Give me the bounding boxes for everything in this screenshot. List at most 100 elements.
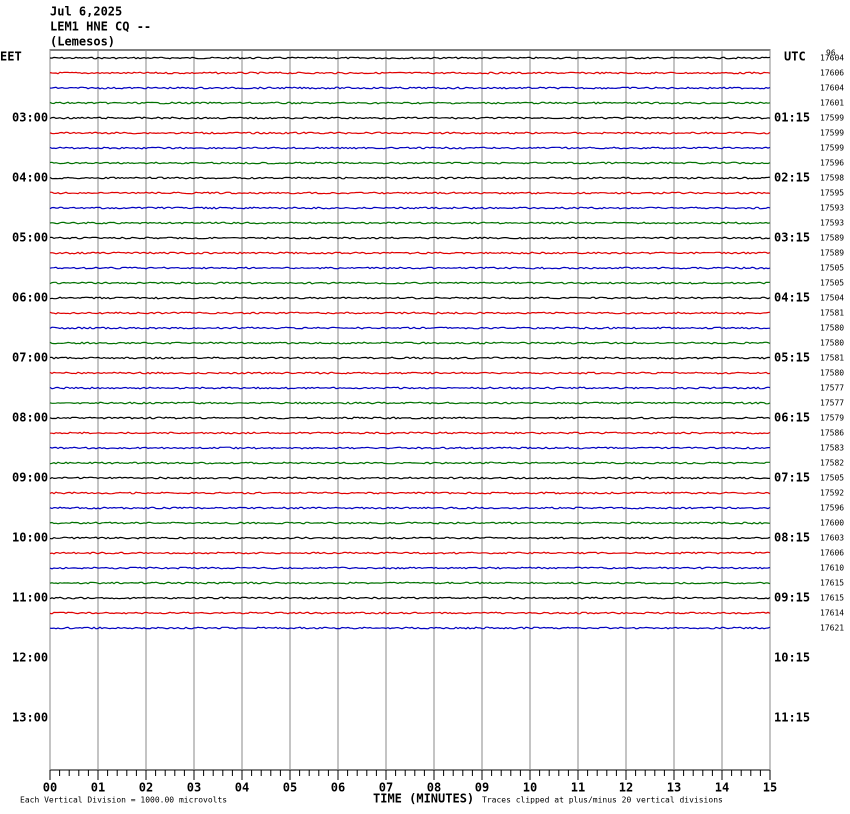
trace bbox=[50, 431, 771, 435]
trace bbox=[49, 266, 771, 270]
trace-label: 17596 bbox=[820, 504, 844, 513]
trace-label: 17593 bbox=[820, 219, 844, 228]
trace bbox=[49, 296, 771, 300]
trace-label: 17592 bbox=[820, 489, 844, 498]
x-tick-label: 12 bbox=[619, 781, 633, 795]
x-tick-label: 13 bbox=[667, 781, 681, 795]
trace-label: 17610 bbox=[820, 564, 844, 573]
right-hour-label: 01:15 bbox=[774, 111, 810, 125]
x-tick-label: 15 bbox=[763, 781, 777, 795]
trace bbox=[49, 56, 771, 60]
right-hour-label: 10:15 bbox=[774, 651, 810, 665]
trace-label: 17582 bbox=[820, 459, 844, 468]
trace-label: 17599 bbox=[820, 129, 844, 138]
trace-label: 17504 bbox=[820, 294, 844, 303]
trace-label: 17505 bbox=[820, 474, 844, 483]
top-label: 96 bbox=[826, 49, 836, 58]
trace bbox=[49, 281, 771, 285]
trace bbox=[49, 86, 771, 90]
trace bbox=[49, 566, 771, 570]
x-tick-label: 05 bbox=[283, 781, 297, 795]
trace bbox=[49, 551, 771, 555]
trace bbox=[49, 521, 771, 525]
trace-label: 17579 bbox=[820, 414, 844, 423]
x-tick-label: 06 bbox=[331, 781, 345, 795]
trace-label: 17606 bbox=[820, 69, 844, 78]
trace-label: 17577 bbox=[820, 384, 844, 393]
left-hour-label: 08:00 bbox=[12, 411, 48, 425]
left-hour-label: 11:00 bbox=[12, 591, 48, 605]
trace bbox=[49, 71, 771, 75]
trace bbox=[49, 341, 771, 345]
trace bbox=[49, 131, 771, 135]
trace-label: 17604 bbox=[820, 84, 844, 93]
x-tick-label: 02 bbox=[139, 781, 153, 795]
trace-label: 17604 bbox=[820, 54, 844, 63]
right-hour-label: 05:15 bbox=[774, 351, 810, 365]
trace bbox=[49, 476, 770, 480]
trace bbox=[50, 236, 771, 240]
right-hour-label: 07:15 bbox=[774, 471, 810, 485]
trace bbox=[49, 176, 771, 180]
trace-label: 17615 bbox=[820, 579, 844, 588]
trace-label: 17580 bbox=[820, 324, 844, 333]
date: Jul 6,2025 bbox=[50, 5, 122, 19]
left-hour-label: 07:00 bbox=[12, 351, 48, 365]
left-hour-label: 04:00 bbox=[12, 171, 48, 185]
trace-label: 17581 bbox=[820, 309, 844, 318]
trace bbox=[49, 581, 771, 585]
trace bbox=[49, 371, 771, 375]
trace-label: 17599 bbox=[820, 144, 844, 153]
trace bbox=[49, 611, 771, 615]
trace-label: 17615 bbox=[820, 594, 844, 603]
trace-label: 17595 bbox=[820, 189, 844, 198]
trace bbox=[49, 161, 771, 165]
right-hour-label: 11:15 bbox=[774, 711, 810, 725]
trace-label: 17614 bbox=[820, 609, 844, 618]
x-tick-label: 11 bbox=[571, 781, 585, 795]
right-axis-title: UTC bbox=[784, 50, 806, 64]
trace-label: 17580 bbox=[820, 369, 844, 378]
trace bbox=[49, 596, 771, 600]
x-axis-title: TIME (MINUTES) bbox=[373, 792, 474, 806]
trace-label: 17599 bbox=[820, 114, 844, 123]
x-tick-label: 01 bbox=[91, 781, 105, 795]
trace-label: 17601 bbox=[820, 99, 844, 108]
trace-label: 17600 bbox=[820, 519, 844, 528]
trace bbox=[49, 386, 771, 390]
station: LEM1 HNE CQ -- bbox=[50, 20, 151, 34]
plot-frame bbox=[49, 49, 771, 771]
trace-label: 17621 bbox=[820, 624, 844, 633]
trace bbox=[49, 416, 771, 420]
x-tick-label: 09 bbox=[475, 781, 489, 795]
x-tick-label: 03 bbox=[187, 781, 201, 795]
trace bbox=[49, 101, 771, 105]
right-hour-label: 04:15 bbox=[774, 291, 810, 305]
trace-label: 17589 bbox=[820, 234, 844, 243]
trace bbox=[49, 221, 771, 225]
left-hour-label: 09:00 bbox=[12, 471, 48, 485]
trace bbox=[49, 206, 771, 210]
left-hour-label: 05:00 bbox=[12, 231, 48, 245]
trace bbox=[49, 491, 771, 495]
x-tick-label: 00 bbox=[43, 781, 57, 795]
trace-label: 17505 bbox=[820, 279, 844, 288]
trace bbox=[49, 251, 771, 255]
trace bbox=[49, 311, 771, 315]
trace bbox=[49, 116, 771, 120]
trace bbox=[49, 446, 770, 450]
x-tick-label: 14 bbox=[715, 781, 729, 795]
right-hour-label: 08:15 bbox=[774, 531, 810, 545]
right-hour-label: 02:15 bbox=[774, 171, 810, 185]
trace bbox=[49, 326, 771, 330]
trace bbox=[49, 536, 771, 540]
trace-label: 17577 bbox=[820, 399, 844, 408]
trace-label: 17583 bbox=[820, 444, 844, 453]
trace-label: 17505 bbox=[820, 264, 844, 273]
right-hour-label: 09:15 bbox=[774, 591, 810, 605]
trace-label: 17589 bbox=[820, 249, 844, 258]
left-hour-label: 12:00 bbox=[12, 651, 48, 665]
trace-label: 17606 bbox=[820, 549, 844, 558]
trace-label: 17581 bbox=[820, 354, 844, 363]
